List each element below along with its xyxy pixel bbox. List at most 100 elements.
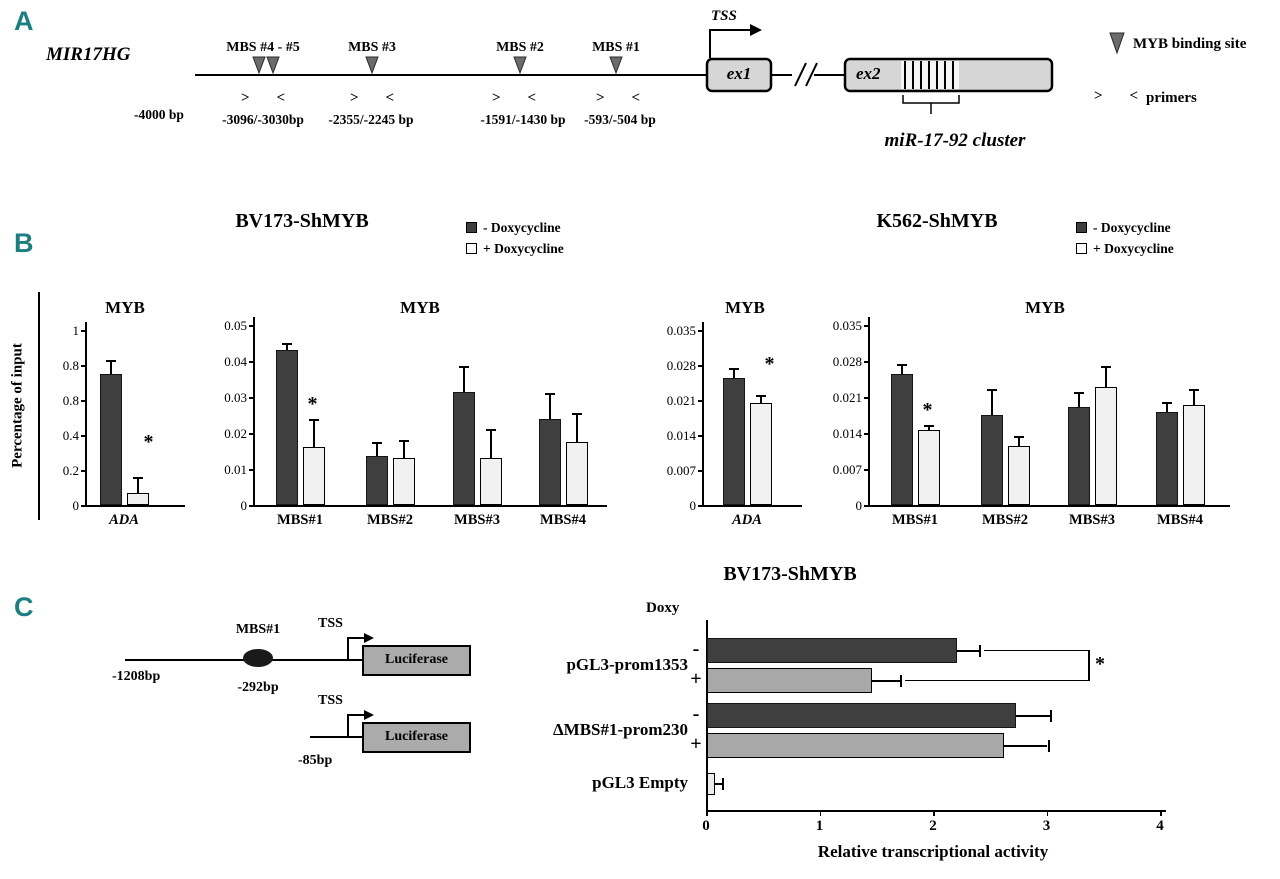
mbs2-label: MBS #2 [496, 40, 544, 55]
bar-plus-dox [479, 458, 502, 505]
y-tick-label: 0.8 [62, 393, 79, 408]
y-tick [864, 505, 868, 507]
significance-bracket [984, 649, 1088, 651]
category-label: MBS#4 [540, 512, 586, 528]
y-tick [81, 400, 85, 402]
y-axis-decoration-line [38, 292, 40, 520]
y-tick [698, 400, 702, 402]
legend-row: + Doxycycline [1076, 241, 1174, 256]
error-bar-cap [896, 363, 907, 366]
category-label: ADA [109, 512, 139, 528]
error-bar-cap [755, 395, 766, 397]
cluster-bracket [902, 95, 960, 104]
category-label: MBS#3 [1069, 512, 1115, 528]
bar-minus-dox [890, 373, 913, 505]
error-bar-cap [1049, 709, 1052, 722]
y-tick [698, 330, 702, 332]
y-axis [85, 322, 87, 505]
bar--mbs-1-prom230 [707, 703, 1016, 728]
primer-pair-mbs3: > < [350, 90, 394, 107]
chart-title: MYB [105, 298, 145, 317]
y-tick-label: 0.01 [224, 462, 247, 477]
primer-region-label: -2355/-2245 bp [328, 112, 414, 127]
error-bar [548, 393, 551, 419]
construct-row-label: pGL3-prom1353 [566, 654, 688, 674]
y-tick [864, 397, 868, 399]
exon1-box [705, 57, 773, 93]
construct-mbs1-label: MBS#1 [235, 622, 281, 637]
bar-minus-dox [275, 350, 298, 505]
gene-name: MIR17HG [46, 44, 131, 65]
bar--mbs-1-prom230 [707, 733, 1005, 758]
panel-b-label: B [14, 228, 34, 258]
y-tick-label: 0 [240, 498, 248, 513]
primer-pair-mbs4-5: > < [241, 90, 285, 107]
y-tick [249, 505, 253, 507]
y-tick [249, 325, 253, 327]
error-bar [312, 418, 315, 448]
y-tick-label: 0.007 [666, 463, 696, 478]
bar-plus-dox [917, 430, 940, 505]
error-bar [285, 343, 288, 351]
mbs3-triangle-icon [365, 56, 379, 75]
legend-mbs-triangle-icon [1109, 32, 1125, 55]
legend-primers-label: primers [1146, 90, 1197, 106]
x-tick-label: 2 [929, 818, 937, 834]
y-tick [698, 505, 702, 507]
bar-plus-dox [126, 492, 149, 505]
y-axis [702, 322, 704, 505]
legend-mbs-label: MYB binding site [1133, 36, 1247, 52]
error-bar-cap [1047, 739, 1050, 752]
forward-primer-icon: > [492, 90, 501, 106]
panel-c-title: BV173-ShMYB [723, 563, 857, 585]
construct2-upstream-label: -85bp [298, 753, 333, 768]
error-bar-cap [132, 477, 143, 479]
bar-plus-dox [1007, 445, 1030, 505]
minus-dox-swatch-icon [1076, 222, 1087, 233]
y-axis [868, 317, 870, 505]
x-tick-label: 1 [815, 818, 824, 834]
error-bar-cap [986, 389, 997, 392]
reverse-primer-icon: < [385, 90, 394, 106]
bar-pgl3-empty [707, 773, 715, 795]
error-bar [109, 359, 112, 374]
x-tick-label: 3 [1042, 818, 1051, 834]
y-tick-label: 0.028 [832, 354, 862, 369]
x-tick-label: 0 [702, 818, 710, 834]
error-bar [1192, 389, 1195, 405]
forward-primer-icon: > [1094, 88, 1103, 104]
x-axis [253, 505, 607, 507]
error-bar-cap [1073, 391, 1084, 394]
legend-k562: - Doxycycline + Doxycycline [1076, 220, 1174, 262]
y-tick-label: 0.8 [62, 358, 79, 373]
construct1-upstream-label: -1208bp [112, 669, 161, 684]
significance-bracket [904, 679, 1088, 681]
panel-c-label: C [14, 592, 34, 622]
error-bar [1015, 714, 1050, 717]
y-tick [249, 397, 253, 399]
error-bar-cap [398, 440, 409, 443]
luciferase-box-2 [362, 722, 471, 753]
panel-a-label: A [14, 6, 34, 36]
construct1-tss-arrow [347, 637, 364, 660]
y-tick [249, 469, 253, 471]
x-tick [706, 810, 708, 816]
y-axis-title: Percentage of input [9, 343, 26, 468]
plus-dox-sign: + [690, 732, 702, 755]
error-bar [489, 429, 492, 459]
y-tick-label: 0.007 [832, 462, 862, 477]
y-tick-label: 0.014 [666, 428, 696, 443]
legend-bv173: - Doxycycline + Doxycycline [466, 220, 564, 262]
error-bar [990, 389, 993, 415]
bar-minus-dox [452, 391, 475, 505]
error-bar-cap [281, 343, 292, 345]
mbs2-triangle-icon [513, 56, 527, 75]
minus-dox-swatch-icon [466, 222, 477, 233]
construct1-tss-label: TSS [318, 616, 343, 631]
mbs5-triangle-icon [266, 56, 280, 75]
category-label: MBS#2 [982, 512, 1028, 528]
mbs1-label: MBS #1 [592, 40, 640, 55]
reverse-primer-icon: < [527, 90, 536, 106]
y-tick [864, 361, 868, 363]
error-bar-cap [544, 393, 555, 396]
